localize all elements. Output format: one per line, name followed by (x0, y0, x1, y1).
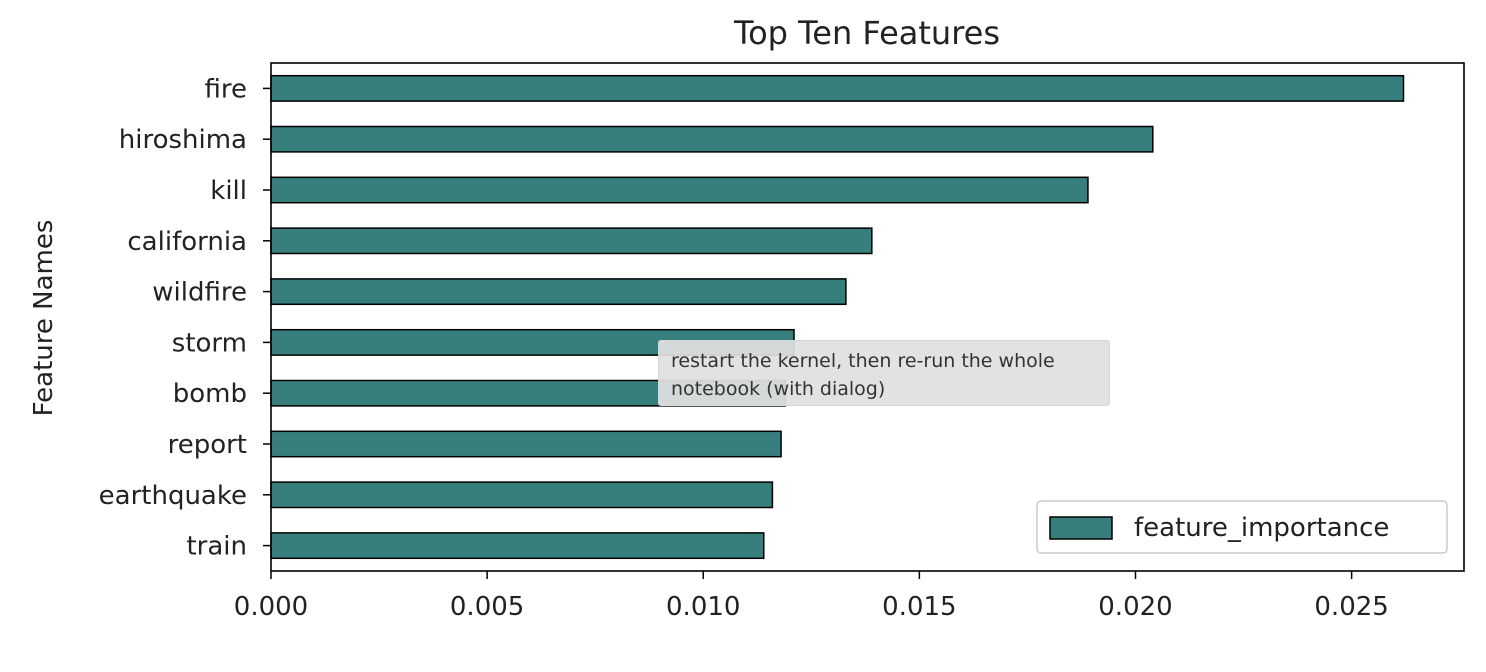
y-tick-label: train (186, 532, 247, 562)
legend-label: feature_importance (1134, 513, 1389, 543)
x-tick-label: 0.000 (234, 592, 308, 622)
x-tick-label: 0.010 (666, 592, 740, 622)
x-tick-label: 0.005 (450, 592, 524, 622)
plot-frame (270, 62, 1465, 572)
bar-wildfire (270, 278, 847, 306)
x-ticks: 0.000 0.005 0.010 0.015 0.020 0.025 (234, 571, 1389, 622)
legend: feature_importance (1036, 500, 1448, 554)
bars-group (270, 74, 1405, 560)
chart-title: Top Ten Features (733, 14, 1000, 52)
y-tick-label: bomb (173, 379, 247, 409)
bar-fire (270, 74, 1405, 102)
y-tick-label: report (168, 430, 247, 460)
bar-california (270, 227, 873, 255)
kernel-restart-tooltip: restart the kernel, then re-run the whol… (658, 340, 1110, 406)
x-tick-label: 0.025 (1314, 592, 1388, 622)
bar-earthquake (270, 481, 774, 509)
tooltip-line-1: restart the kernel, then re-run the whol… (671, 350, 1055, 372)
x-tick-label: 0.020 (1098, 592, 1172, 622)
bar-hiroshima (270, 125, 1154, 153)
y-axis-label: Feature Names (29, 220, 59, 417)
legend-box (1036, 500, 1448, 554)
bar-report (270, 430, 782, 458)
y-tick-label: storm (172, 328, 247, 358)
y-tick-label: fire (205, 74, 248, 104)
y-tick-label: california (127, 227, 247, 257)
y-tick-label: earthquake (99, 481, 247, 511)
y-tick-label: wildfire (152, 278, 247, 308)
y-tick-labels: fire hiroshima kill california wildfire storm… (99, 74, 271, 562)
legend-swatch (1049, 516, 1113, 540)
bar-kill (270, 176, 1089, 204)
y-tick-label: kill (210, 176, 247, 206)
bar-train (270, 532, 765, 560)
tooltip-line-2: notebook (with dialog) (671, 378, 886, 400)
y-tick-label: hiroshima (119, 125, 247, 155)
x-tick-label: 0.015 (882, 592, 956, 622)
